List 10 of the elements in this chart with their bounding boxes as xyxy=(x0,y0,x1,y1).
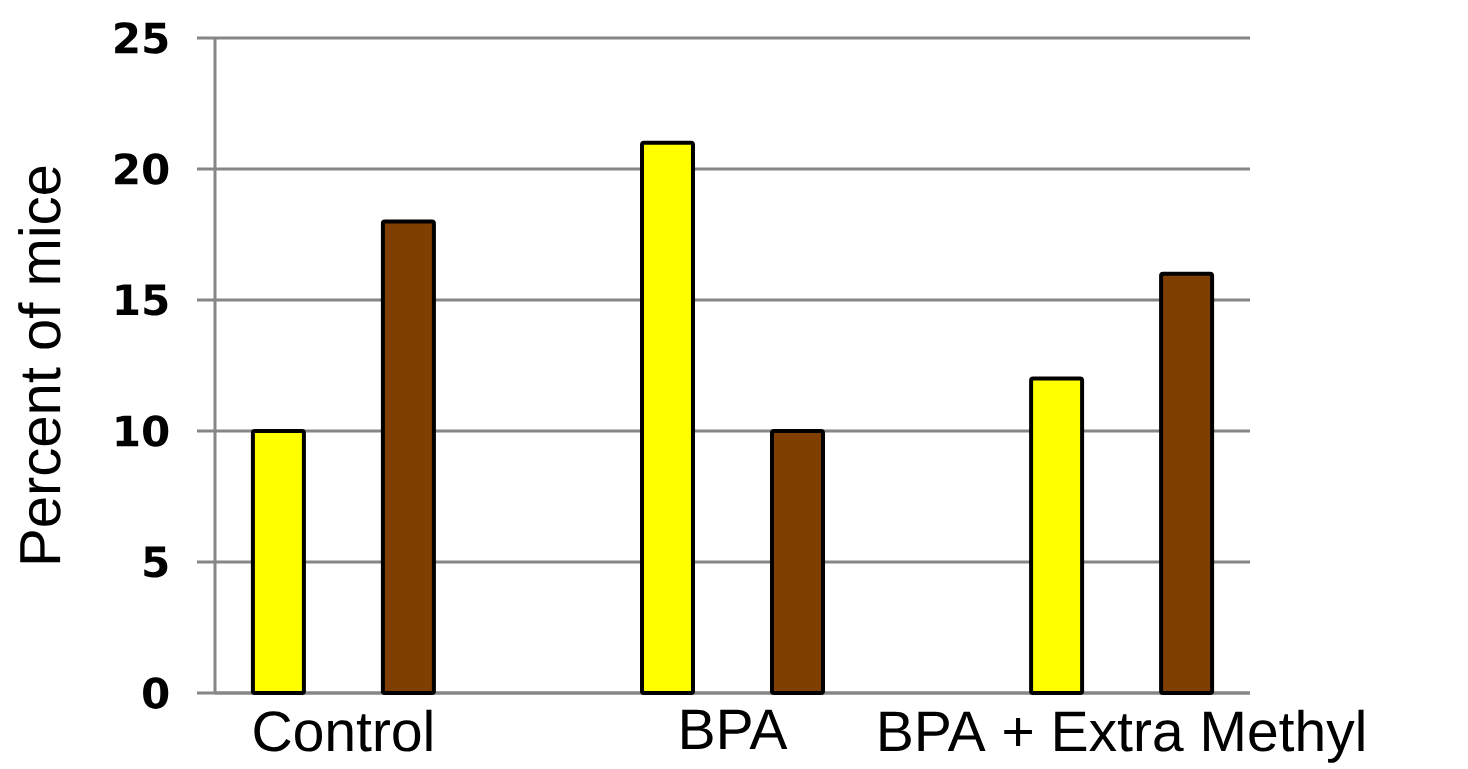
x-tick-label: BPA xyxy=(682,709,788,749)
y-axis-title: Percent of mice xyxy=(18,166,61,563)
y-tick-label: 10 xyxy=(116,415,169,447)
y-tick-label: 25 xyxy=(115,22,168,54)
y-tick-label: 5 xyxy=(144,546,168,578)
y-tick-label: 15 xyxy=(116,284,168,316)
y-tick-label: 0 xyxy=(143,677,169,709)
y-tick-label: 20 xyxy=(115,153,169,185)
x-tick-label: BPA + Extra Methyl xyxy=(880,709,1364,763)
x-tick-label: Control xyxy=(254,709,432,752)
